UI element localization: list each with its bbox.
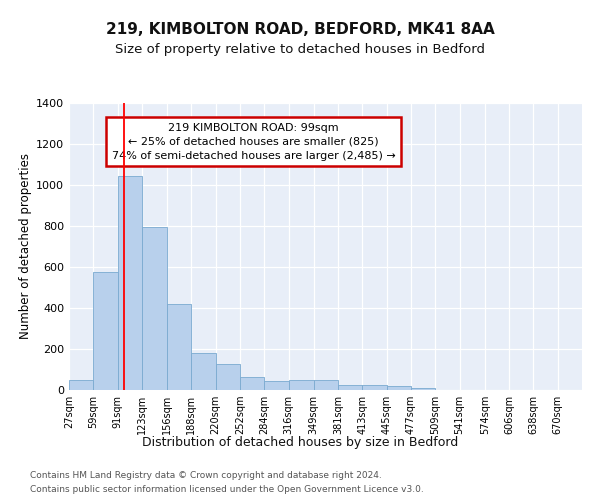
Bar: [314, 380, 338, 390]
Bar: [215, 364, 240, 390]
Y-axis label: Number of detached properties: Number of detached properties: [19, 153, 32, 340]
Bar: [94, 272, 118, 390]
Bar: [118, 176, 142, 390]
Bar: [167, 304, 191, 390]
Bar: [69, 380, 94, 390]
Text: 219 KIMBOLTON ROAD: 99sqm
← 25% of detached houses are smaller (825)
74% of semi: 219 KIMBOLTON ROAD: 99sqm ← 25% of detac…: [112, 122, 395, 160]
Bar: [411, 388, 436, 390]
Bar: [338, 385, 362, 390]
Bar: [142, 226, 167, 390]
Bar: [240, 377, 265, 390]
Text: Contains public sector information licensed under the Open Government Licence v3: Contains public sector information licen…: [30, 486, 424, 494]
Text: 219, KIMBOLTON ROAD, BEDFORD, MK41 8AA: 219, KIMBOLTON ROAD, BEDFORD, MK41 8AA: [106, 22, 494, 38]
Text: Distribution of detached houses by size in Bedford: Distribution of detached houses by size …: [142, 436, 458, 449]
Text: Size of property relative to detached houses in Bedford: Size of property relative to detached ho…: [115, 42, 485, 56]
Bar: [265, 381, 289, 390]
Bar: [289, 380, 314, 390]
Bar: [362, 385, 386, 390]
Bar: [386, 386, 411, 390]
Bar: [191, 354, 215, 390]
Text: Contains HM Land Registry data © Crown copyright and database right 2024.: Contains HM Land Registry data © Crown c…: [30, 472, 382, 480]
